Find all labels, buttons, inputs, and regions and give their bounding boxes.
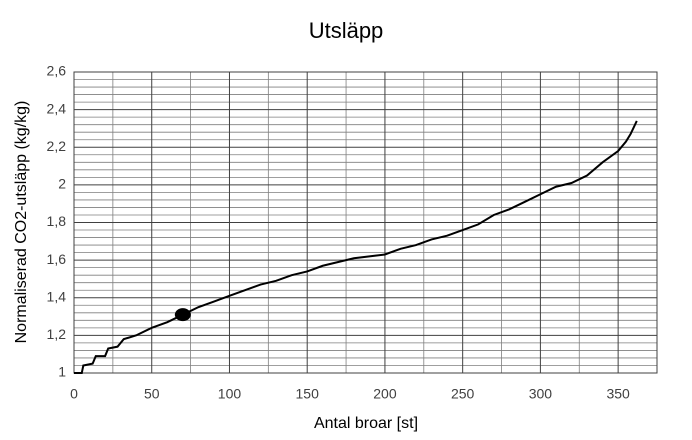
x-tick-label: 350 xyxy=(606,386,630,402)
data-line xyxy=(74,120,638,374)
plot-frame xyxy=(73,71,658,374)
y-axis-label: Normaliserad CO2-utsläpp (kg/kg) xyxy=(13,101,30,344)
chart-title: Utsläpp xyxy=(309,18,384,43)
y-tick-label: 1,2 xyxy=(47,326,67,342)
highlight-point xyxy=(174,308,191,322)
y-tick-label: 1,6 xyxy=(47,251,67,267)
x-tick-label: 250 xyxy=(451,386,475,402)
y-tick-label: 1,8 xyxy=(47,213,67,229)
x-tick-label: 50 xyxy=(144,386,160,402)
x-tick-label: 200 xyxy=(373,386,397,402)
y-tick-label: 2 xyxy=(58,176,66,192)
y-tick-label: 2,2 xyxy=(47,138,67,154)
x-tick-label: 150 xyxy=(296,386,320,402)
y-tick-label: 1,4 xyxy=(47,288,67,304)
y-tick-label: 2,6 xyxy=(47,63,67,79)
x-tick-label: 0 xyxy=(70,386,78,402)
y-tick-label: 2,4 xyxy=(47,100,67,116)
y-tick-label: 1 xyxy=(58,364,66,380)
x-tick-label: 100 xyxy=(218,386,242,402)
x-axis-label: Antal broar [st] xyxy=(314,415,418,432)
x-tick-label: 300 xyxy=(529,386,553,402)
